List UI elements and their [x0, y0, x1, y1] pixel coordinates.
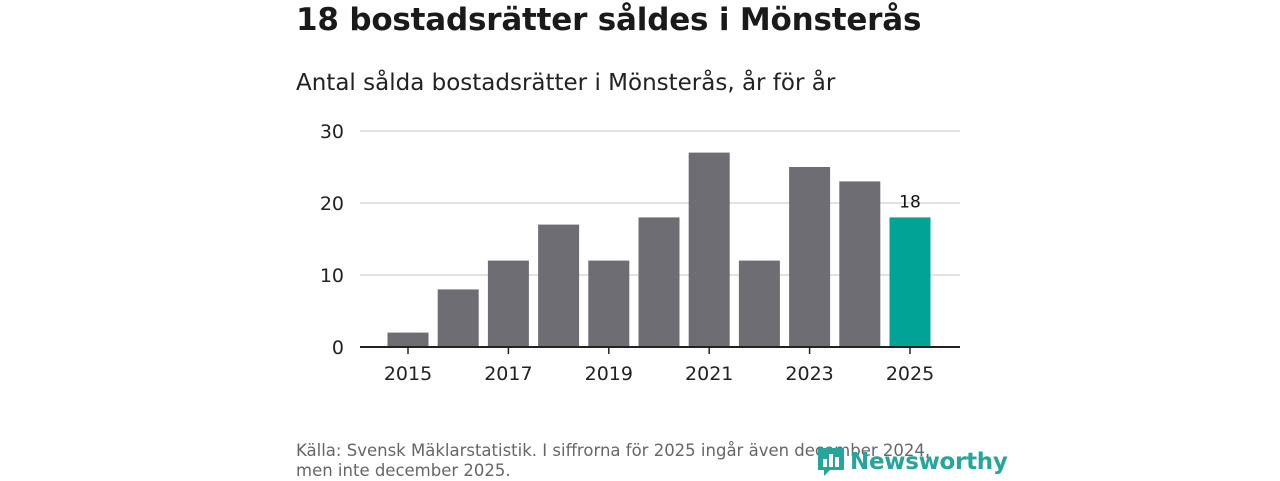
bars: [360, 152, 960, 348]
x-tick-label-2023: 2023: [785, 363, 833, 385]
bar-2023: [789, 167, 831, 347]
x-axis-ticks: 2015 2017 2019 2021 2023 2025: [384, 347, 934, 385]
chart-subtitle: Antal sålda bostadsrätter i Mönsterås, å…: [296, 70, 836, 96]
bar-2015: [387, 332, 429, 347]
bar-chart-bubble-icon: [818, 448, 844, 476]
bar-2016: [437, 289, 479, 347]
bar-2024: [839, 181, 881, 347]
x-tick-label-2025: 2025: [886, 363, 934, 385]
bar-2020: [638, 217, 680, 347]
x-tick-label-2017: 2017: [484, 363, 532, 385]
bar-2021: [688, 152, 730, 347]
x-tick-label-2021: 2021: [685, 363, 733, 385]
logo-text: Newsworthy: [850, 449, 1008, 475]
chart-title: 18 bostadsrätter såldes i Mönsterås: [296, 2, 922, 38]
x-tick-label-2015: 2015: [384, 363, 432, 385]
newsworthy-logo[interactable]: Newsworthy: [816, 446, 1008, 478]
source-note: Källa: Svensk Mäklarstatistik. I siffror…: [296, 441, 931, 480]
y-tick-label-20: 20: [320, 193, 344, 215]
bar-2018: [538, 224, 580, 347]
bar-2022: [738, 260, 780, 347]
y-axis-ticks: 0 10 20 30: [320, 121, 344, 359]
y-tick-label-10: 10: [320, 265, 344, 287]
data-label-highlight: 18: [899, 192, 921, 212]
bar-chart: 0 10 20 30 2015 2017 2019 2021 2023 2025 18: [320, 121, 960, 385]
data-labels: 18: [899, 192, 921, 212]
bar-2025: [889, 217, 931, 347]
y-tick-label-0: 0: [332, 337, 344, 359]
bar-2019: [588, 260, 630, 347]
y-tick-label-30: 30: [320, 121, 344, 143]
bar-2017: [487, 260, 529, 347]
x-tick-label-2019: 2019: [585, 363, 633, 385]
